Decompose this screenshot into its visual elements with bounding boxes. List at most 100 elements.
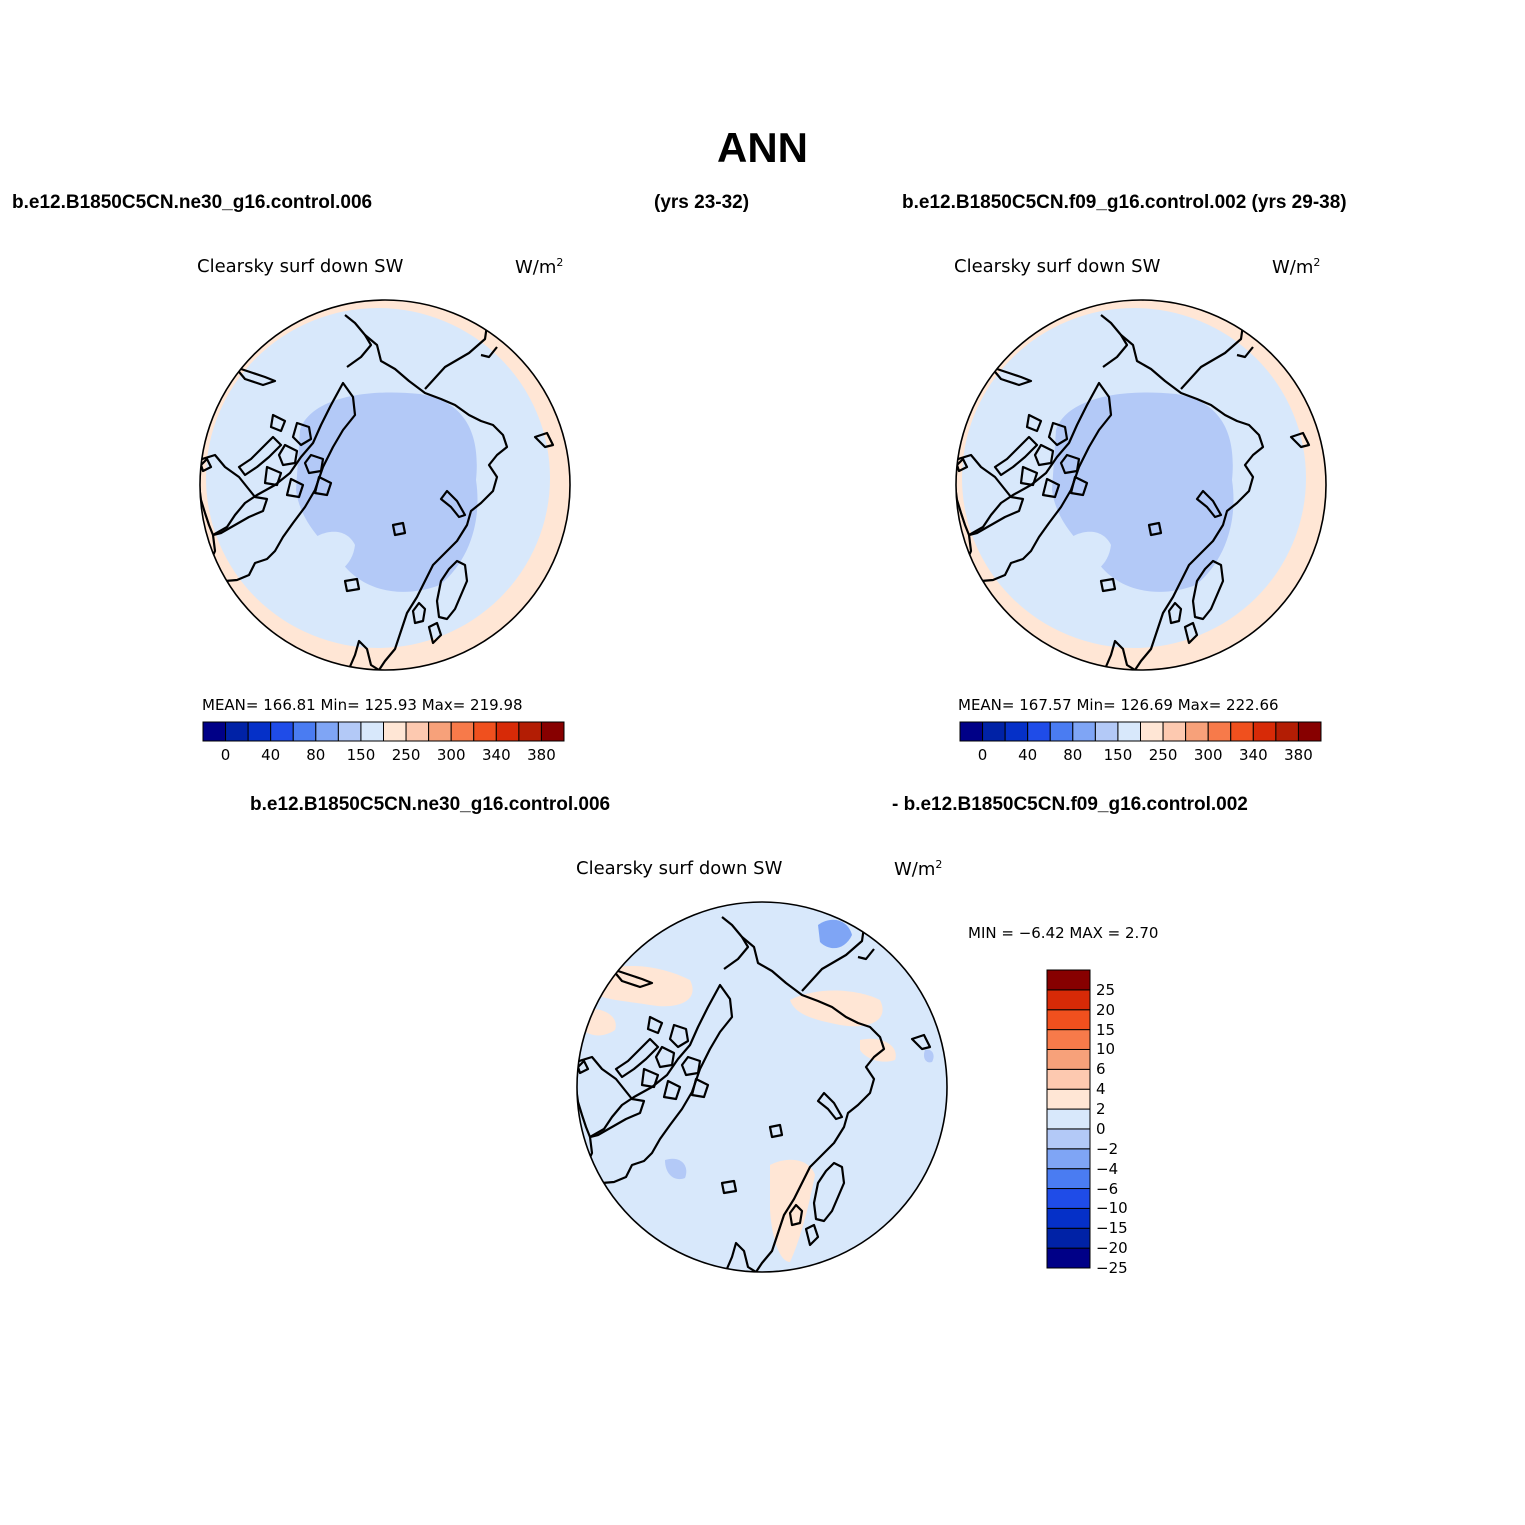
colorbar-swatch xyxy=(473,721,497,742)
colorbar-tick-label: 150 xyxy=(1103,746,1133,764)
colorbar-swatch xyxy=(1046,1168,1091,1190)
panel2-variable: Clearsky surf down SW xyxy=(954,256,1161,277)
diff-case-b-label: - b.e12.B1850C5CN.f09_g16.control.002 xyxy=(892,794,1248,815)
colorbar-tick-label: 15 xyxy=(1096,1020,1116,1039)
colorbar-swatch xyxy=(1275,721,1299,742)
colorbar-swatch xyxy=(1230,721,1254,742)
colorbar-swatch xyxy=(1046,1048,1091,1070)
colorbar-swatch xyxy=(1049,721,1074,742)
colorbar-1 xyxy=(202,721,565,742)
colorbar-swatch xyxy=(383,721,407,742)
colorbar-swatch xyxy=(1185,721,1209,742)
colorbar-swatch xyxy=(1046,1148,1091,1170)
colorbar-tick-label: 10 xyxy=(1096,1040,1116,1059)
colorbar-swatch xyxy=(1046,1088,1091,1110)
colorbar-tick-label: −2 xyxy=(1096,1139,1119,1158)
colorbar-swatch xyxy=(1162,721,1187,742)
panel1-variable: Clearsky surf down SW xyxy=(197,256,404,277)
colorbar-swatch xyxy=(405,721,430,742)
panel3-stats: MIN = −6.42 MAX = 2.70 xyxy=(968,924,1159,942)
colorbar-tick-label: 6 xyxy=(1096,1060,1106,1079)
panel3-units: W/m2 xyxy=(894,858,943,880)
colorbar-tick-label: 0 xyxy=(977,746,988,764)
colorbar-swatch xyxy=(1117,721,1141,742)
colorbar-swatch xyxy=(337,721,362,742)
colorbar-tick-label: −6 xyxy=(1096,1179,1119,1198)
colorbar-tick-label: 4 xyxy=(1096,1080,1106,1099)
colorbar-tick-label: −4 xyxy=(1096,1159,1119,1178)
panel3-variable: Clearsky surf down SW xyxy=(576,858,783,879)
colorbar-swatch xyxy=(450,721,475,742)
colorbar-swatch xyxy=(1140,721,1164,742)
colorbar-swatch xyxy=(428,721,452,742)
colorbar-tick-label: 150 xyxy=(346,746,376,764)
colorbar-swatch xyxy=(1046,1108,1091,1130)
colorbar-tick-label: 25 xyxy=(1096,980,1116,999)
colorbar-tick-label: 40 xyxy=(1018,746,1038,764)
colorbar-swatch xyxy=(1046,1068,1091,1090)
colorbar-tick-label: −25 xyxy=(1096,1259,1128,1277)
colorbar-swatch xyxy=(292,721,317,742)
colorbar-swatch xyxy=(1252,721,1277,742)
colorbar-swatch xyxy=(1046,1247,1091,1269)
colorbar-swatch xyxy=(495,721,520,742)
panel2-units: W/m2 xyxy=(1272,256,1321,278)
colorbar-tick-label: 0 xyxy=(1096,1119,1106,1138)
colorbar-swatch xyxy=(1046,1029,1091,1050)
map-panel-1 xyxy=(199,299,571,671)
colorbar-swatch xyxy=(247,721,272,742)
colorbar-tick-label: 0 xyxy=(220,746,231,764)
colorbar-swatch xyxy=(540,721,565,742)
panel1-units: W/m2 xyxy=(515,256,564,278)
colorbar-swatch xyxy=(225,721,249,742)
right-case-label: b.e12.B1850C5CN.f09_g16.control.002 (yrs… xyxy=(902,192,1347,213)
colorbar-swatch xyxy=(1046,1207,1091,1229)
colorbar-swatch xyxy=(1094,721,1119,742)
colorbar-swatch xyxy=(518,721,542,742)
colorbar-swatch xyxy=(982,721,1006,742)
colorbar-swatch xyxy=(1072,721,1096,742)
colorbar-tick-label: 80 xyxy=(1063,746,1083,764)
colorbar-3 xyxy=(1046,969,1091,1269)
colorbar-swatch xyxy=(360,721,384,742)
colorbar-swatch xyxy=(959,721,984,742)
left-years-label: (yrs 23-32) xyxy=(654,192,750,213)
colorbar-tick-label: 380 xyxy=(527,746,556,764)
colorbar-2 xyxy=(959,721,1322,742)
colorbar-tick-label: 300 xyxy=(1193,746,1223,764)
colorbar-tick-label: 340 xyxy=(1238,746,1268,764)
panel2-stats: MEAN= 167.57 Min= 126.69 Max= 222.66 xyxy=(958,696,1279,714)
colorbar-swatch xyxy=(202,721,227,742)
colorbar-swatch xyxy=(1207,721,1232,742)
colorbar-swatch xyxy=(315,721,339,742)
colorbar-tick-label: 20 xyxy=(1096,1000,1116,1019)
left-case-label: b.e12.B1850C5CN.ne30_g16.control.006 xyxy=(12,192,373,213)
colorbar-tick-label: 300 xyxy=(436,746,466,764)
colorbar-swatch xyxy=(1046,1188,1091,1209)
colorbar-tick-label: −10 xyxy=(1096,1199,1128,1218)
colorbar-tick-label: 250 xyxy=(1148,746,1178,764)
colorbar-swatch xyxy=(1046,1128,1091,1150)
colorbar-swatch xyxy=(1046,1009,1091,1031)
map-panel-2 xyxy=(955,299,1327,671)
colorbar-tick-label: 80 xyxy=(306,746,326,764)
colorbar-tick-label: 2 xyxy=(1096,1100,1106,1119)
colorbar-swatch xyxy=(1297,721,1322,742)
map-panel-3 xyxy=(576,901,948,1273)
colorbar-tick-label: 380 xyxy=(1284,746,1313,764)
colorbar-tick-label: 340 xyxy=(481,746,511,764)
colorbar-swatch xyxy=(1046,989,1091,1011)
colorbar-tick-label: 40 xyxy=(261,746,281,764)
colorbar-tick-label: −20 xyxy=(1096,1239,1128,1258)
panel1-stats: MEAN= 166.81 Min= 125.93 Max= 219.98 xyxy=(202,696,523,714)
colorbar-tick-label: −15 xyxy=(1096,1219,1128,1238)
colorbar-swatch xyxy=(1027,721,1051,742)
figure-title: ANN xyxy=(717,124,808,171)
colorbar-swatch xyxy=(1004,721,1029,742)
colorbar-swatch xyxy=(270,721,294,742)
colorbar-swatch xyxy=(1046,1227,1091,1249)
colorbar-swatch xyxy=(1046,969,1091,991)
diff-case-a-label: b.e12.B1850C5CN.ne30_g16.control.006 xyxy=(250,794,611,815)
colorbar-tick-label: 250 xyxy=(391,746,421,764)
